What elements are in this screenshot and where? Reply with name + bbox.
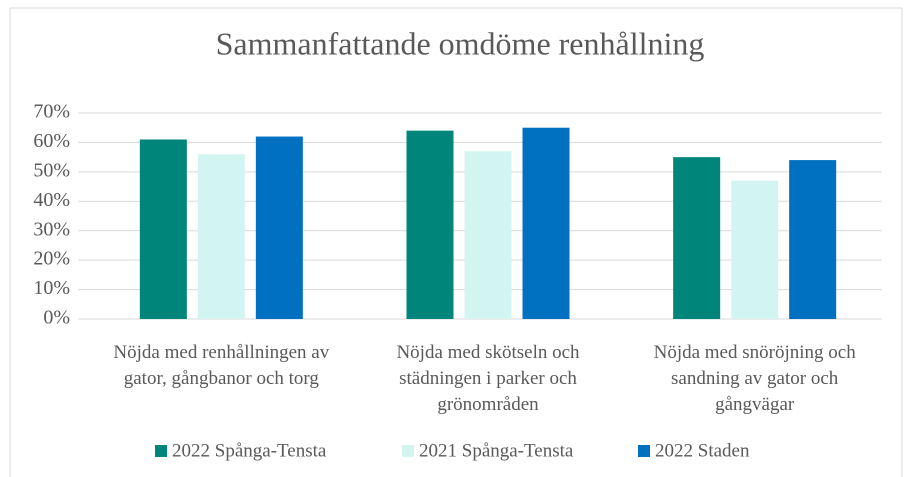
bar	[673, 157, 721, 319]
bar	[255, 136, 303, 319]
chart-title: Sammanfattande omdöme renhållning	[216, 25, 705, 61]
x-tick-label: Nöjda med snöröjning och sandning av gat…	[653, 342, 856, 415]
y-tick-label: 60%	[33, 130, 70, 152]
y-tick-label: 50%	[33, 159, 70, 181]
y-tick-label: 0%	[43, 307, 70, 329]
x-tick-label: Nöjda med renhållningen av gator, gångba…	[113, 342, 330, 389]
y-tick-label: 20%	[33, 248, 70, 270]
bar	[197, 154, 245, 319]
legend-swatch	[155, 445, 167, 457]
bar	[731, 180, 779, 319]
legend-swatch	[638, 445, 650, 457]
legend-swatch	[402, 445, 414, 457]
bar	[522, 127, 570, 319]
y-tick-label: 40%	[33, 189, 70, 211]
legend-label: 2021 Spånga-Tensta	[419, 440, 574, 461]
y-tick-label: 30%	[33, 218, 70, 240]
bar	[406, 130, 454, 319]
y-tick-label: 10%	[33, 277, 70, 299]
legend-label: 2022 Spånga-Tensta	[172, 440, 327, 461]
bar	[789, 160, 837, 319]
y-tick-label: 70%	[33, 101, 70, 123]
x-tick-label: Nöjda med skötseln och städningen i park…	[396, 342, 580, 415]
bar	[464, 151, 512, 319]
bar	[139, 139, 187, 319]
legend-label: 2022 Staden	[655, 440, 750, 461]
